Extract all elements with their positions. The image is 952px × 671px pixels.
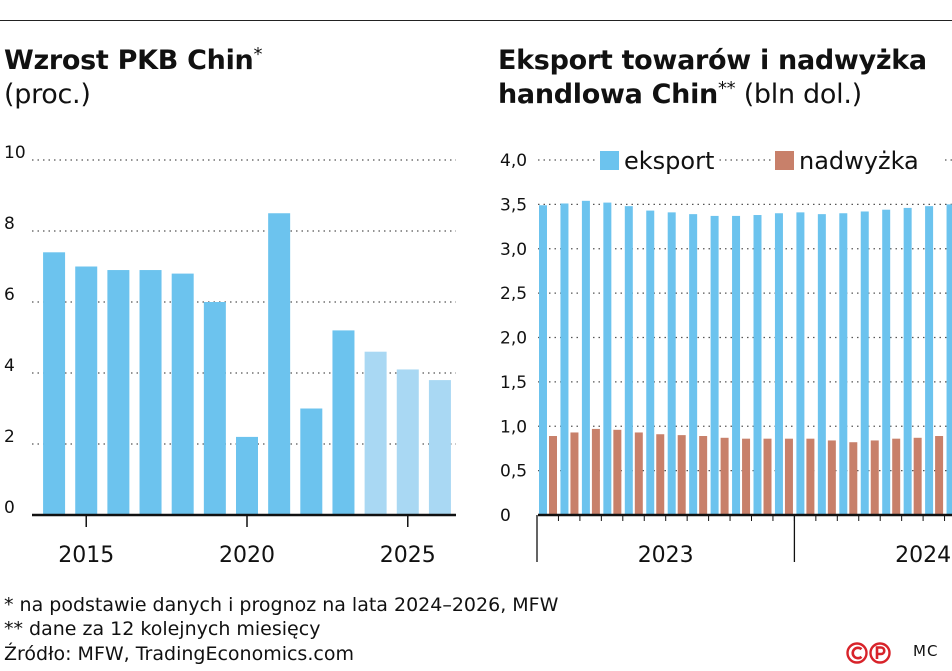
gdp-bar (236, 436, 258, 515)
footnote-2-text: dane za 12 kolejnych miesięcy (23, 618, 321, 640)
surplus-bar (699, 436, 708, 515)
export-bar (603, 202, 612, 515)
footnote-2: ** dane za 12 kolejnych miesięcy (4, 618, 320, 640)
gdp-bar (332, 330, 355, 515)
export-bar (646, 210, 655, 515)
surplus-bar (913, 437, 922, 515)
gdp-bar (43, 252, 66, 516)
export-bar (710, 215, 719, 515)
gdp-bar (268, 213, 291, 515)
export-bar (903, 207, 912, 516)
export-bar (689, 214, 698, 515)
export-bar (796, 212, 805, 516)
gdp-xtick-label: 2020 (219, 543, 275, 568)
export-bar (539, 205, 547, 515)
export-year-label: 2023 (638, 543, 694, 568)
export-bar (624, 206, 633, 515)
export-bar (581, 200, 590, 515)
surplus-bar (591, 428, 600, 515)
export-ytick-label: 2,5 (500, 284, 527, 304)
footnote-2-mark: ** (4, 618, 23, 640)
gdp-bar (139, 270, 162, 515)
export-bar (839, 213, 848, 515)
surplus-bar (806, 438, 815, 515)
export-bar (817, 214, 826, 515)
source-note: Źródło: MFW, TradingEconomics.com (4, 643, 354, 665)
gdp-title-text: Wzrost PKB Chin (4, 45, 254, 76)
gdp-title-unit: (proc.) (4, 79, 91, 110)
gdp-ytick-label: 4 (4, 356, 15, 376)
export-ytick-label: 4,0 (500, 151, 527, 171)
gdp-ytick-label: 2 (4, 427, 15, 447)
publisher-logo-icon (846, 642, 891, 664)
export-chart-title: Eksport towarów i nadwyżka handlowa Chin… (498, 44, 927, 112)
surplus-bar (613, 429, 622, 515)
export-ytick-label: 3,0 (500, 240, 527, 260)
surplus-bar (892, 438, 901, 515)
surplus-bar (849, 442, 858, 515)
export-bar (925, 206, 934, 515)
export-bar (560, 203, 569, 516)
footnote-1-mark: * (4, 594, 14, 616)
surplus-bar (763, 438, 772, 515)
export-ytick-label: 1,5 (500, 373, 527, 393)
gdp-bar (428, 380, 451, 515)
gdp-bar (396, 369, 419, 515)
surplus-bar (827, 440, 836, 515)
gdp-bar (107, 270, 130, 515)
gdp-ytick-label: 8 (4, 214, 15, 234)
gdp-ytick-label: 6 (4, 285, 15, 305)
surplus-bar (742, 438, 751, 515)
gdp-growth-chart: 0 2 4 6 8 10 2015 2020 2025 (4, 143, 456, 568)
gdp-bar (364, 351, 387, 515)
export-ytick-label: 1,0 (500, 417, 527, 437)
surplus-bar (549, 436, 557, 515)
export-surplus-chart: 2023 2024 eksport nadwyżka (536, 146, 952, 568)
legend-label: nadwyżka (799, 147, 919, 175)
gdp-bar (171, 273, 194, 515)
export-title-footnote-mark: ** (717, 78, 736, 99)
legend-swatch (600, 151, 619, 170)
export-bar (667, 212, 676, 516)
export-ytick-label: 0,5 (500, 462, 527, 482)
surplus-bar (784, 438, 793, 515)
gdp-xtick-label: 2025 (380, 543, 436, 568)
export-ytick-label: 2,0 (500, 329, 527, 349)
export-bar (882, 209, 891, 515)
export-title-unit: (bln dol.) (743, 79, 862, 110)
gdp-ytick-label: 0 (4, 498, 15, 518)
surplus-bar (570, 432, 579, 515)
footnote-1-text: na podstawie danych i prognoz na lata 20… (13, 594, 559, 616)
gdp-chart-title: Wzrost PKB Chin* (proc.) (4, 44, 262, 112)
legend-swatch (775, 151, 794, 170)
export-title-line1: Eksport towarów i nadwyżka (498, 45, 927, 76)
surplus-bar (935, 436, 944, 515)
export-title-line2: handlowa Chin (498, 79, 718, 110)
export-bar (860, 211, 869, 515)
export-bar (732, 215, 741, 515)
export-ytick-label: 3,5 (500, 195, 527, 215)
export-bar (946, 204, 952, 515)
footnote-1: * na podstawie danych i prognoz na lata … (4, 594, 558, 616)
author-credit: MC (913, 642, 939, 660)
export-year-label: 2024 (895, 543, 951, 568)
surplus-bar (870, 440, 879, 515)
top-rule (0, 20, 952, 21)
gdp-bar (203, 302, 226, 515)
export-bar (774, 213, 783, 515)
gdp-ytick-label: 10 (4, 143, 26, 163)
gdp-xtick-label: 2015 (58, 543, 114, 568)
charts-canvas: 0 2 4 6 8 10 2015 2020 2025 2023 2024 eksport nadwy… (4, 143, 952, 568)
export-ytick-label: 0 (500, 506, 511, 526)
gdp-title-footnote-mark: * (253, 44, 263, 65)
surplus-bar (677, 435, 686, 515)
surplus-bar (634, 432, 643, 515)
gdp-bar (75, 266, 98, 515)
surplus-bar (720, 437, 729, 515)
legend-label: eksport (624, 147, 714, 175)
gdp-bar (300, 408, 323, 515)
legend-background (771, 146, 941, 174)
export-bar (753, 215, 762, 515)
surplus-bar (656, 434, 665, 515)
